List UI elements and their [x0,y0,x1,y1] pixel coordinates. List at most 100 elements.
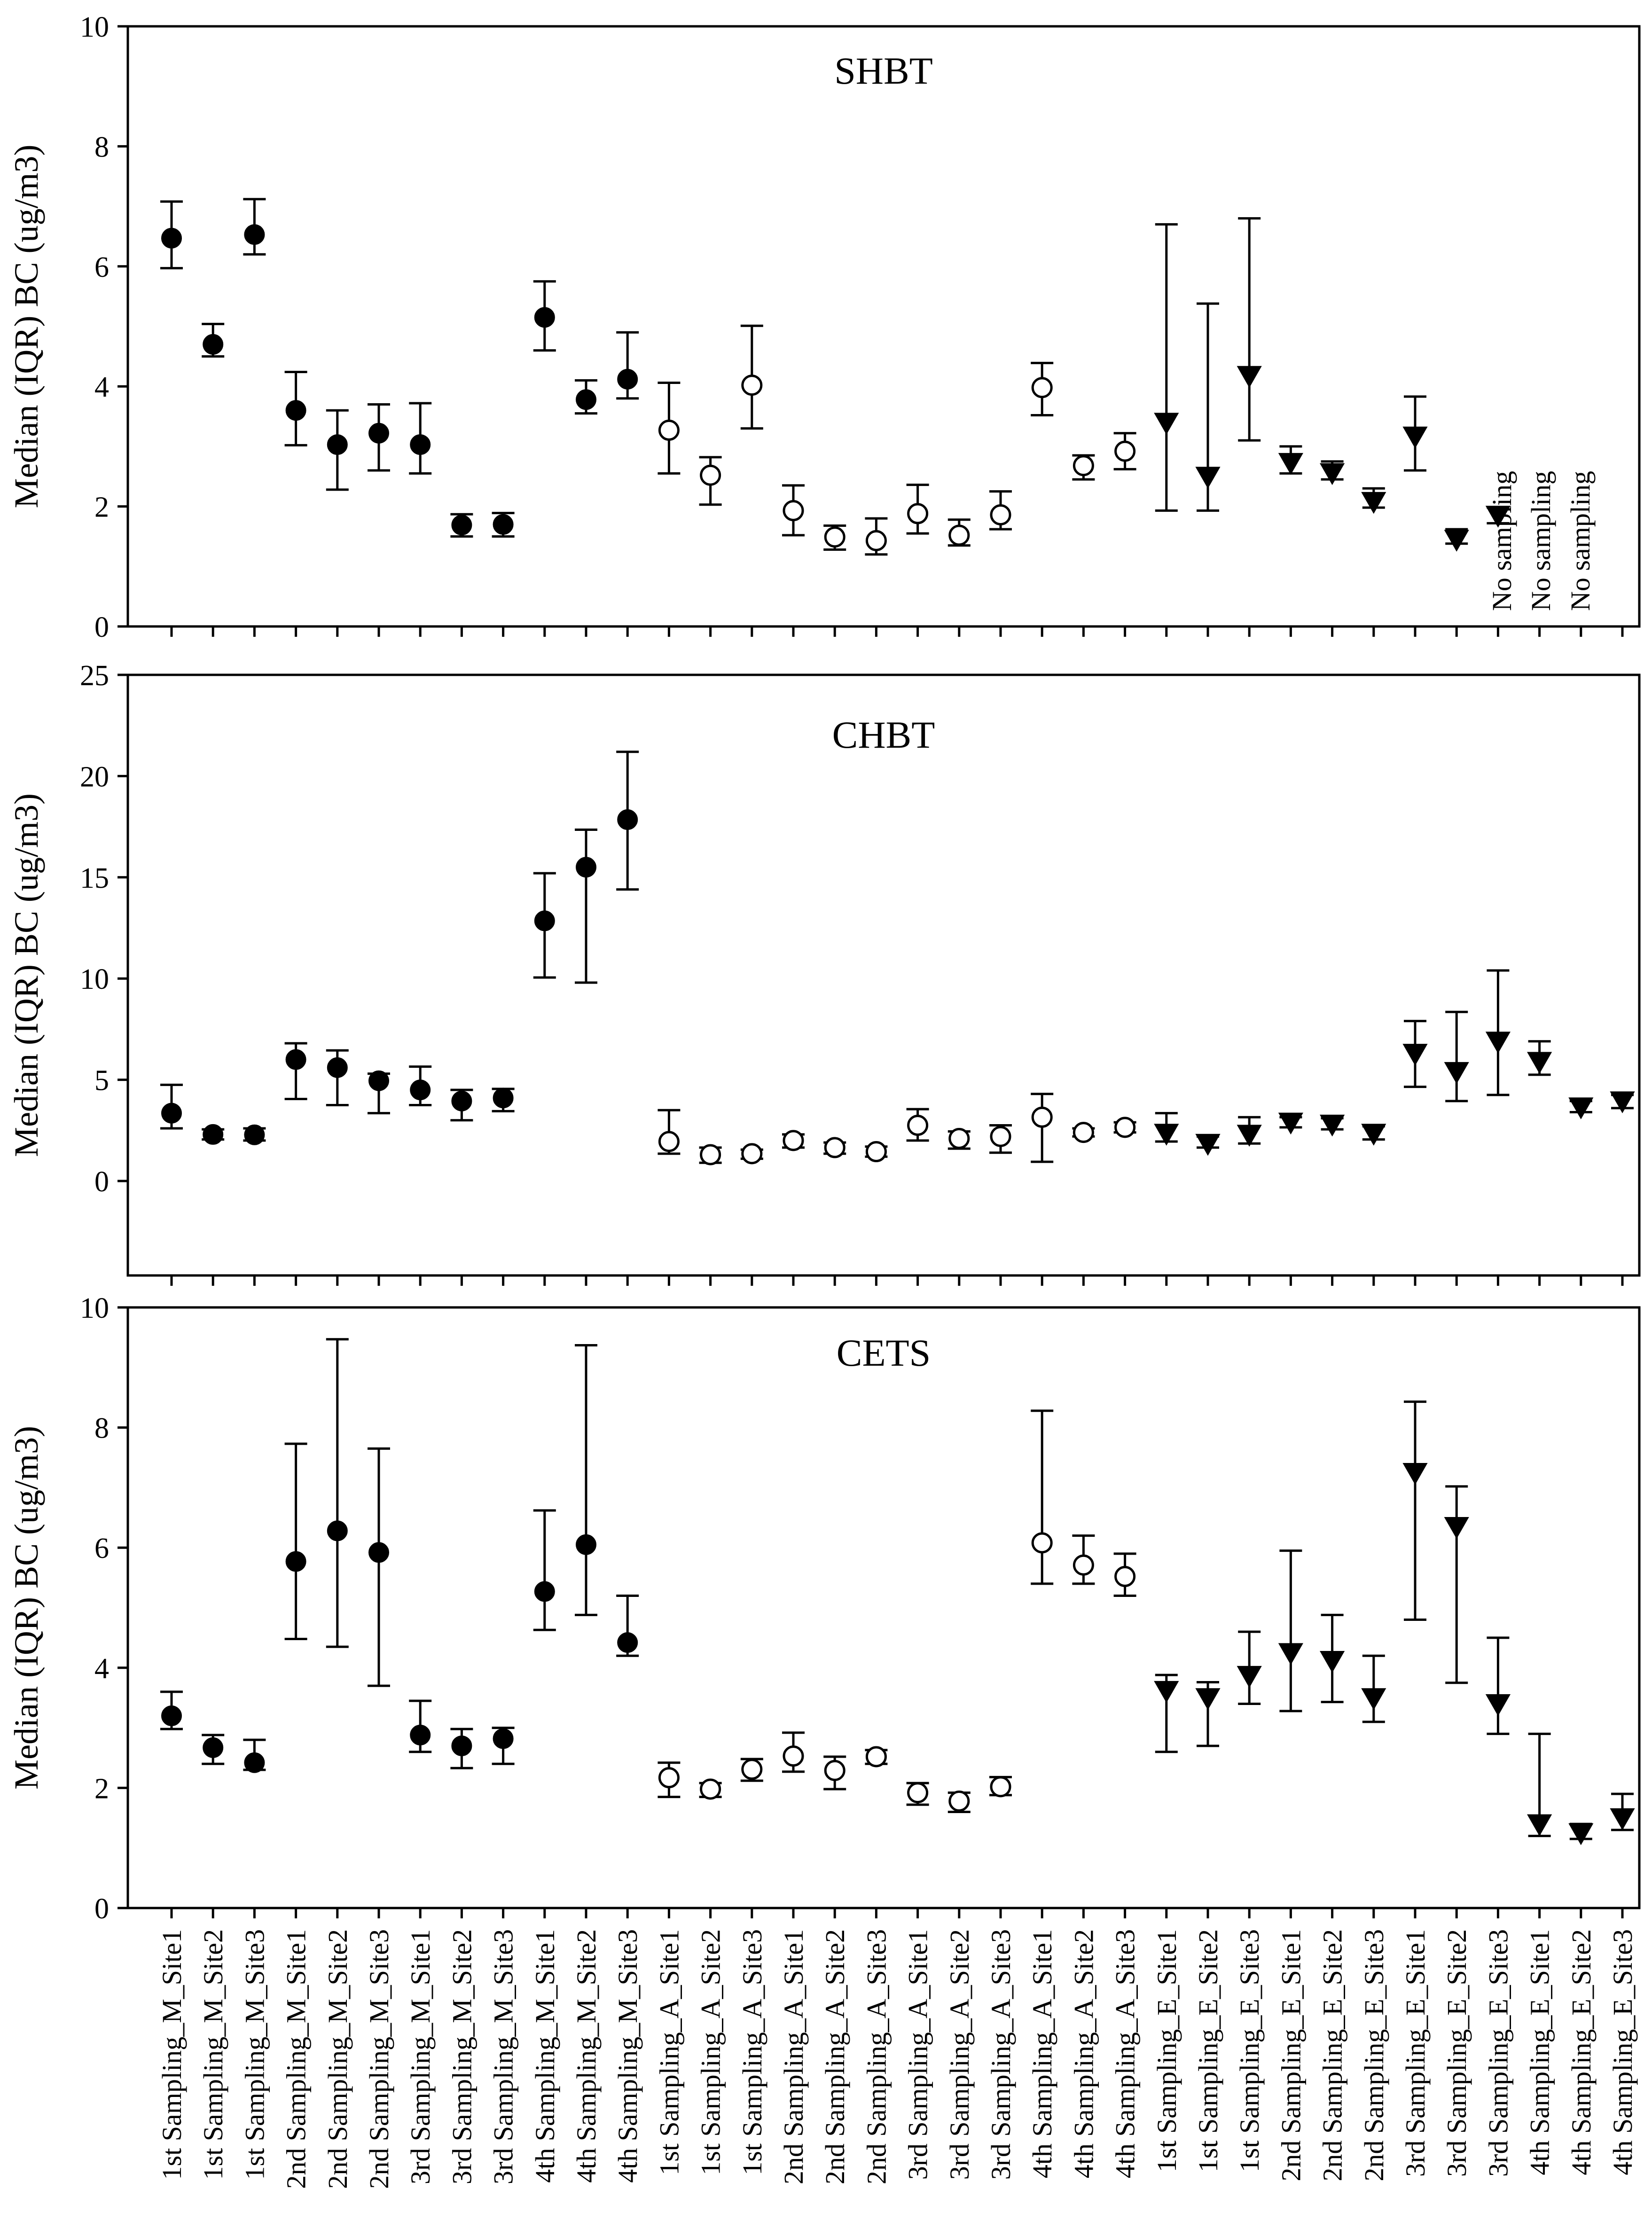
x-tick-label-1st-sampling-e-site1: 1st Sampling_E_Site1 [1151,1929,1182,2172]
cets-1st-sampling-m-site1-median-point [161,1705,182,1727]
shbt-y-tick-label: 0 [94,611,109,643]
x-tick-label-2nd-sampling-m-site3: 2nd Sampling_M_Site3 [364,1929,394,2189]
x-tick-label-3rd-sampling-m-site1: 3rd Sampling_M_Site1 [405,1929,436,2184]
x-axis-category-labels: 1st Sampling_M_Site1 1st Sampling_M_Site2… [157,1929,1638,2189]
cets-4th-sampling-m-site1-median-point [534,1581,555,1602]
panel-cets-frame [126,1306,1641,1909]
x-tick-label-3rd-sampling-m-site3: 3rd Sampling_M_Site3 [488,1929,519,2184]
shbt-1st-sampling-e-site3-median-point [1237,366,1262,388]
shbt-3rd-sampling-e-site2-median-point [1444,530,1469,552]
chbt-3rd-sampling-e-site2-median-point [1444,1062,1469,1084]
chbt-3rd-sampling-e-site1-median-point [1402,1044,1428,1066]
chbt-3rd-sampling-m-site3-median-point [493,1087,514,1109]
cets-4th-sampling-e-site3-median-point [1610,1808,1635,1830]
x-tick-label-1st-sampling-m-site3: 1st Sampling_M_Site3 [239,1929,270,2180]
cets-2nd-sampling-e-site3-median-point [1361,1688,1386,1710]
chbt-2nd-sampling-a-site2-median-point [824,1137,846,1158]
cets-3rd-sampling-e-site1-median-point [1402,1463,1428,1485]
shbt-4th-sampling-a-site3-median-point [1114,440,1136,462]
x-tick-label-3rd-sampling-a-site2: 3rd Sampling_A_Site2 [944,1929,975,2180]
cets-y-tick-label: 6 [94,1533,109,1564]
cets-1st-sampling-m-site3-median-point [244,1752,265,1773]
chbt-4th-sampling-e-site3-median-point [1610,1091,1635,1113]
shbt-1st-sampling-e-site1-median-point [1154,413,1179,435]
chbt-4th-sampling-m-site3-median-point [617,809,638,830]
chbt-2nd-sampling-a-site1-median-point [783,1130,804,1151]
x-tick-label-1st-sampling-m-site2: 1st Sampling_M_Site2 [198,1929,228,2180]
panel-chbt: CHBT Median (IQR) BC (ug/m3) 0 5 10 15 20 25 [8,660,1641,1286]
panel-cets-title: CETS [837,1331,931,1374]
x-tick-label-1st-sampling-m-site1: 1st Sampling_M_Site1 [157,1929,187,2180]
cets-3rd-sampling-m-site2-median-point [451,1735,472,1756]
panel-chbt-frame [126,673,1641,1277]
cets-1st-sampling-a-site3-median-point [741,1759,763,1780]
no-sampling-label: No sampling [1487,471,1517,611]
shbt-1st-sampling-a-site2-median-point [700,464,721,486]
shbt-3rd-sampling-a-site2-median-point [948,524,970,546]
x-tick-label-3rd-sampling-e-site3: 3rd Sampling_E_Site3 [1483,1929,1513,2177]
x-tick-label-2nd-sampling-m-site2: 2nd Sampling_M_Site2 [322,1929,353,2189]
chbt-1st-sampling-e-site2-median-point [1195,1134,1221,1156]
chbt-3rd-sampling-a-site3-median-point [990,1126,1011,1147]
chbt-y-tick-label: 20 [80,761,109,793]
chbt-y-tick-label: 5 [94,1065,109,1097]
x-tick-label-4th-sampling-a-site3: 4th Sampling_A_Site3 [1110,1929,1141,2178]
x-tick-label-3rd-sampling-e-site2: 3rd Sampling_E_Site2 [1441,1929,1472,2177]
chbt-3rd-sampling-m-site2-median-point [451,1090,472,1111]
shbt-1st-sampling-m-site2-median-point [203,334,224,355]
shbt-4th-sampling-a-site2-median-point [1073,455,1094,477]
chbt-1st-sampling-a-site2-median-point [700,1144,721,1165]
cets-3rd-sampling-a-site3-median-point [990,1776,1011,1798]
chbt-1st-sampling-m-site2-median-point [203,1124,224,1145]
shbt-4th-sampling-m-site3-median-point [617,368,638,390]
x-tick-label-1st-sampling-e-site3: 1st Sampling_E_Site3 [1234,1929,1265,2172]
panel-shbt: SHBT Median (IQR) BC (ug/m3) No sampling… [8,11,1641,643]
shbt-y-tick-label: 4 [94,371,109,403]
shbt-3rd-sampling-e-site1-median-point [1402,426,1428,449]
cets-3rd-sampling-a-site2-median-point [948,1791,970,1812]
cets-2nd-sampling-e-site1-median-point [1278,1643,1303,1665]
x-tick-label-3rd-sampling-a-site1: 3rd Sampling_A_Site1 [903,1929,933,2180]
shbt-1st-sampling-a-site3-median-point [741,375,763,396]
chbt-y-tick-label: 25 [80,660,109,692]
x-tick-label-2nd-sampling-e-site3: 2nd Sampling_E_Site3 [1359,1929,1389,2182]
chbt-1st-sampling-a-site1-median-point [658,1131,680,1152]
cets-3rd-sampling-e-site2-median-point [1444,1517,1469,1539]
shbt-2nd-sampling-a-site1-median-point [783,500,804,522]
shbt-4th-sampling-m-site2-median-point [576,389,596,410]
panel-shbt-frame [126,25,1641,628]
x-tick-label-3rd-sampling-e-site1: 3rd Sampling_E_Site1 [1400,1929,1431,2177]
chbt-2nd-sampling-e-site2-median-point [1320,1114,1345,1137]
cets-1st-sampling-m-site2-median-point [203,1737,224,1758]
cets-2nd-sampling-m-site2-median-point [327,1520,348,1541]
chbt-1st-sampling-e-site3-median-point [1237,1125,1262,1147]
x-tick-label-4th-sampling-a-site2: 4th Sampling_A_Site2 [1068,1929,1099,2178]
cets-y-tick-label: 4 [94,1653,109,1685]
cets-4th-sampling-e-site1-median-point [1527,1814,1552,1837]
no-sampling-label: No sampling [1565,471,1596,611]
chbt-4th-sampling-a-site2-median-point [1073,1122,1094,1143]
chbt-1st-sampling-m-site3-median-point [244,1124,265,1145]
chbt-1st-sampling-m-site1-median-point [161,1103,182,1124]
cets-3rd-sampling-a-site1-median-point [907,1782,929,1804]
chbt-y-tick-label: 10 [80,963,109,995]
panel-cets: CETS Median (IQR) BC (ug/m3) 0 2 4 6 8 10 [8,1292,1641,1925]
cets-1st-sampling-a-site2-median-point [700,1778,721,1800]
x-tick-label-2nd-sampling-e-site1: 2nd Sampling_E_Site1 [1276,1929,1306,2182]
x-tick-label-2nd-sampling-a-site3: 2nd Sampling_A_Site3 [861,1929,892,2184]
cets-3rd-sampling-m-site3-median-point [493,1728,514,1749]
x-tick-label-2nd-sampling-a-site1: 2nd Sampling_A_Site1 [778,1929,809,2184]
chbt-2nd-sampling-a-site3-median-point [865,1141,887,1163]
cets-2nd-sampling-e-site2-median-point [1320,1650,1345,1673]
x-tick-label-4th-sampling-e-site1: 4th Sampling_E_Site1 [1525,1929,1555,2175]
chbt-3rd-sampling-a-site1-median-point [907,1115,929,1136]
shbt-1st-sampling-m-site1-median-point [161,227,182,249]
panel-shbt-ylabel: Median (IQR) BC (ug/m3) [8,145,45,508]
x-tick-label-1st-sampling-a-site1: 1st Sampling_A_Site1 [654,1929,684,2175]
shbt-3rd-sampling-m-site3-median-point [493,514,514,535]
x-tick-label-1st-sampling-e-site2: 1st Sampling_E_Site2 [1193,1929,1223,2172]
shbt-2nd-sampling-a-site3-median-point [865,530,887,551]
cets-1st-sampling-e-site1-median-point [1154,1681,1179,1703]
shbt-2nd-sampling-m-site2-median-point [327,434,348,455]
